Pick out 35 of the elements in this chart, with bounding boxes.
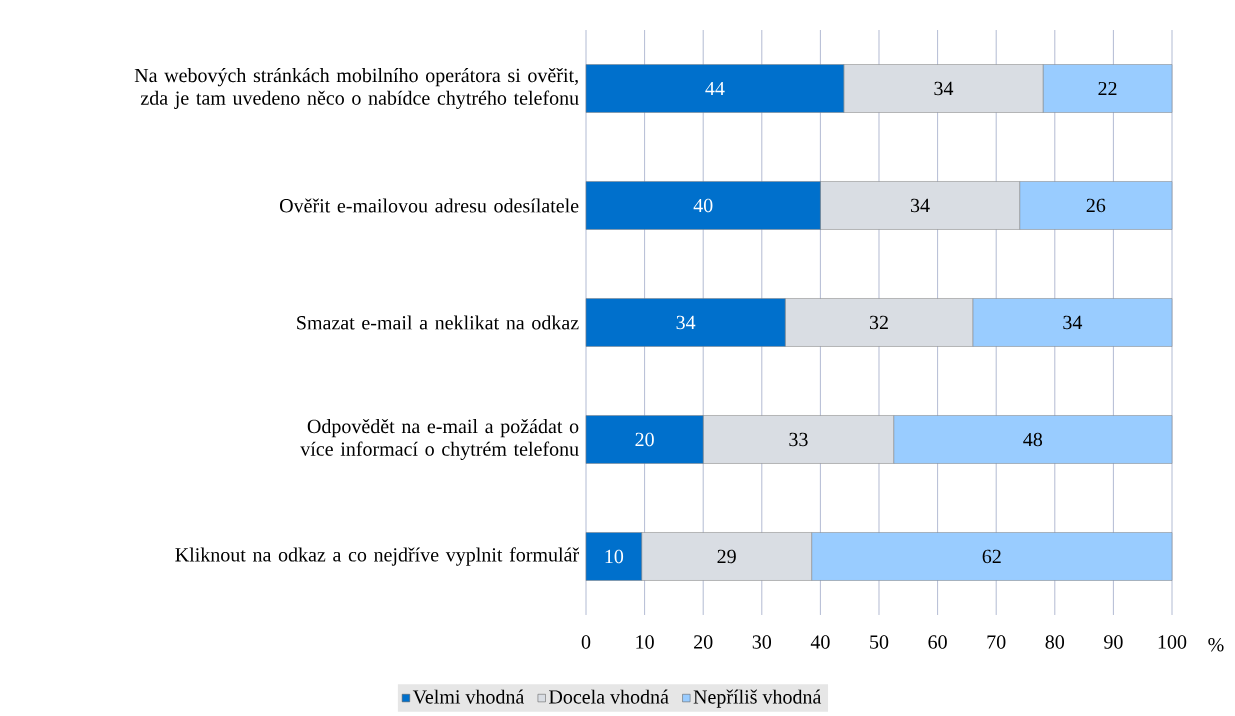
x-tick-label: 20 <box>694 635 713 649</box>
data-label: 34 <box>910 198 930 213</box>
x-tick-label: 80 <box>1045 635 1065 649</box>
x-axis-title: % <box>1208 637 1224 652</box>
data-label: 26 <box>1086 198 1106 213</box>
x-tick-label: 100 <box>1158 635 1187 649</box>
y-tick-label: Odpovědět na e-mail a požádat o více informací o chytrém telefonu <box>300 419 579 460</box>
y-tick-label: Kliknout na odkaz a co nejdříve vyplnit formulář <box>175 547 579 566</box>
x-tick-label: 40 <box>810 635 830 649</box>
x-tick-label: 60 <box>928 635 947 649</box>
data-label: 34 <box>934 81 954 96</box>
legend-label: Velmi vhodná <box>412 689 525 704</box>
y-tick-label: Ověřit e-mailovou adresu odesílatele <box>279 198 579 213</box>
x-tick-label: 50 <box>870 635 889 649</box>
x-tick-label: 70 <box>987 635 1006 649</box>
data-label: 48 <box>1023 432 1043 447</box>
data-label: 40 <box>693 198 713 213</box>
data-label: 10 <box>605 549 624 564</box>
x-tick-label: 90 <box>1104 635 1123 649</box>
data-label: 62 <box>982 549 1001 564</box>
legend-label: Docela vhodná <box>549 689 669 704</box>
y-tick-label: Na webových stránkách mobilního operátora si ověřit, zda je tam uvedeno něco o nabídce chytrého telefonu <box>134 68 579 109</box>
data-label: 34 <box>1063 315 1083 330</box>
data-label: 29 <box>717 549 736 564</box>
legend-label: Nepříliš vhodná <box>693 689 822 708</box>
data-label: 34 <box>676 315 696 330</box>
data-label: 44 <box>705 81 725 96</box>
data-label: 22 <box>1098 81 1117 96</box>
x-tick-label: 10 <box>636 635 654 649</box>
x-tick-label: 30 <box>752 635 772 649</box>
data-label: 32 <box>869 315 888 330</box>
y-tick-label: Smazat e-mail a neklikat na odkaz <box>297 315 579 330</box>
data-label: 20 <box>635 432 654 447</box>
x-tick-label: 0 <box>581 635 591 649</box>
data-label: 33 <box>789 432 808 447</box>
